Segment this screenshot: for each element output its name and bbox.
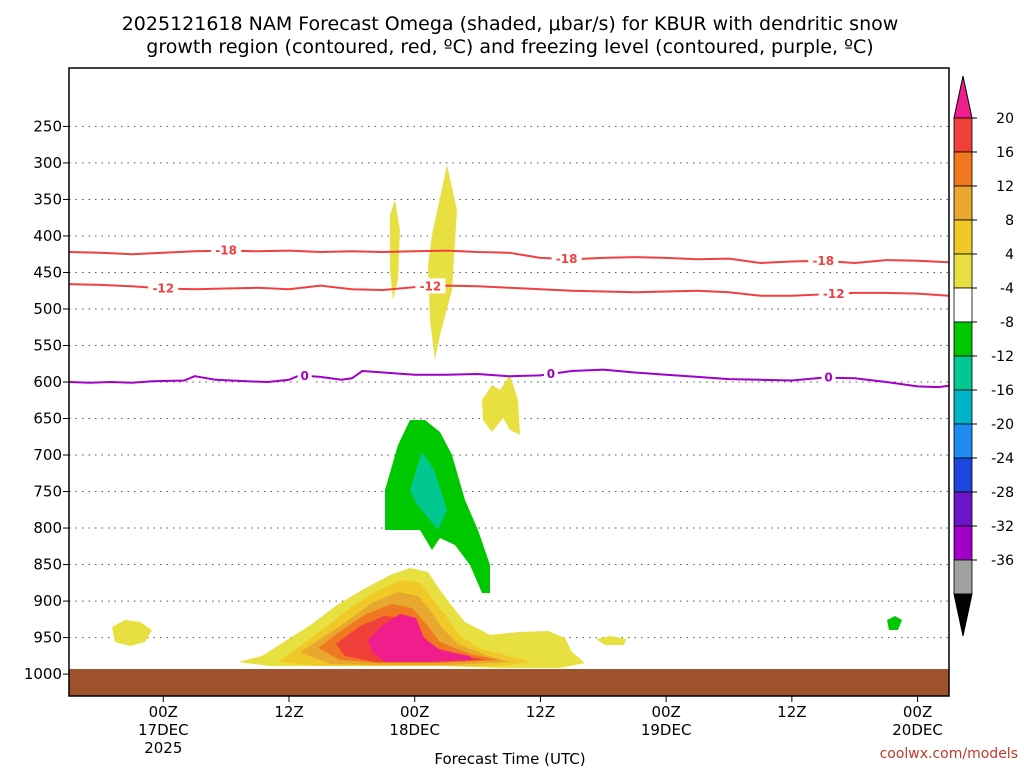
colorbar-label-12: -32	[991, 519, 1014, 535]
contour-label-bg-0-0	[211, 242, 242, 258]
colorbar-segment-7	[953, 355, 973, 391]
chart-title-line1: 2025121618 NAM Forecast Omega (shaded, μ…	[122, 13, 899, 35]
colorbar-top-arrow	[953, 75, 973, 119]
y-tick-label-850: 850	[33, 556, 62, 574]
colorbar-label-11: -28	[991, 485, 1014, 501]
x-tick-date-6: 20DEC	[892, 721, 943, 739]
colorbar-label-6: -8	[1000, 315, 1014, 331]
contour-label-0-1: -18	[556, 252, 578, 266]
colorbar-segment-4	[953, 253, 973, 289]
omega-shading	[112, 165, 902, 668]
y-tick-label-400: 400	[33, 227, 62, 245]
x-tick-label-2: 00Z	[400, 703, 429, 721]
x-tick-label-3: 12Z	[526, 703, 555, 721]
colorbar-segment-10	[953, 457, 973, 493]
colorbar-label-4: 4	[1005, 247, 1014, 263]
credit-text[interactable]: coolwx.com/models	[880, 746, 1018, 762]
omega-cell-upper-left	[390, 200, 400, 300]
colorbar-segment-13	[953, 559, 973, 595]
colorbar-label-3: 8	[1005, 213, 1014, 229]
contour-label-bg-1-1	[415, 278, 446, 294]
colorbar-label-5: -4	[1000, 281, 1014, 297]
colorbar-segment-1	[953, 151, 973, 187]
y-tick-label-950: 950	[33, 629, 62, 647]
contour-label-2-2: 0	[824, 371, 832, 385]
omega-cell-teal	[410, 452, 447, 530]
omega-cell-left-spot	[112, 620, 152, 646]
contour-line--12C	[68, 283, 950, 297]
colorbar-label-0: 20	[996, 111, 1014, 127]
colorbar-label-9: -20	[991, 417, 1014, 433]
colorbar-segment-12	[953, 525, 973, 561]
contour-label-1-0: -12	[152, 282, 174, 296]
contour-label-0-2: -18	[812, 254, 834, 268]
x-tick-label-4: 00Z	[651, 703, 680, 721]
contour-label-bg-0-1	[551, 251, 582, 267]
y-tick-label-900: 900	[33, 592, 62, 610]
contour-label-bg-2-0	[297, 367, 312, 383]
y-tick-label-550: 550	[33, 336, 62, 354]
contour-label-bg-0-2	[808, 252, 839, 268]
ground-surface	[69, 669, 949, 696]
colorbar-segment-9	[953, 423, 973, 459]
y-tick-label-300: 300	[33, 154, 62, 172]
x-tick-year-0: 2025	[144, 739, 182, 757]
colorbar-label-1: 16	[996, 145, 1014, 161]
colorbar-segment-0	[953, 117, 973, 153]
y-tick-label-600: 600	[33, 373, 62, 391]
y-tick-label-350: 350	[33, 190, 62, 208]
x-axis-label: Forecast Time (UTC)	[434, 750, 585, 768]
omega-cell-right-spot	[596, 636, 626, 645]
colorbar-label-2: 12	[996, 179, 1014, 195]
contour-label-bg-2-2	[821, 369, 836, 385]
contour-label-2-0: 0	[301, 369, 309, 383]
colorbar-label-7: -12	[991, 349, 1014, 365]
omega-cell-mid-yellow	[482, 375, 520, 435]
y-tick-label-700: 700	[33, 446, 62, 464]
x-tick-label-0: 00Z	[149, 703, 178, 721]
contour-label-bg-1-0	[148, 280, 179, 296]
y-tick-label-800: 800	[33, 519, 62, 537]
colorbar-label-13: -36	[991, 553, 1014, 569]
contour-label-bg-1-2	[818, 285, 849, 301]
y-tick-label-250: 250	[33, 117, 62, 135]
omega-cell-core-magenta	[368, 614, 472, 662]
colorbar-segment-6	[953, 321, 973, 357]
x-tick-label-1: 12Z	[274, 703, 303, 721]
colorbar-label-10: -24	[991, 451, 1014, 467]
x-tick-label-5: 12Z	[777, 703, 806, 721]
colorbar-label-8: -16	[991, 383, 1014, 399]
y-tick-label-500: 500	[33, 300, 62, 318]
colorbar: 20 16 12 8 4 -4 -8 -12 -16 -20 -24 -28 -32 -36	[953, 75, 1014, 637]
contour-label-1-1: -12	[420, 279, 442, 293]
x-tick-date-4: 19DEC	[641, 721, 692, 739]
x-tick-date-2: 18DEC	[389, 721, 440, 739]
colorbar-segment-11	[953, 491, 973, 527]
temperature-contours: -18 -18 -18 -12 -12 -12 0 0 0	[68, 242, 950, 389]
y-tick-label-650: 650	[33, 410, 62, 428]
omega-cell-upper-right	[428, 165, 457, 360]
y-tick-label-450: 450	[33, 263, 62, 281]
omega-cell-green-small	[887, 616, 902, 630]
x-tick-date-0: 17DEC	[138, 721, 189, 739]
contour-label-bg-2-1	[543, 365, 558, 381]
colorbar-segment-2	[953, 185, 973, 221]
colorbar-segment-3	[953, 219, 973, 255]
contour-label-0-0: -18	[215, 244, 237, 258]
x-tick-label-6: 00Z	[903, 703, 932, 721]
pressure-axis: 250 300 350 400 450 500 550 600 650 700 750 800 850 9…	[24, 117, 69, 683]
contour-label-1-2: -12	[823, 287, 845, 301]
colorbar-segment-5	[953, 287, 973, 323]
y-tick-label-750: 750	[33, 483, 62, 501]
contour-line-0C	[68, 368, 950, 389]
y-tick-label-1000: 1000	[24, 665, 62, 683]
colorbar-bottom-arrow	[953, 593, 973, 637]
contour-label-2-1: 0	[547, 367, 555, 381]
colorbar-segment-8	[953, 389, 973, 425]
chart-title-line2: growth region (contoured, red, ºC) and f…	[146, 36, 873, 58]
